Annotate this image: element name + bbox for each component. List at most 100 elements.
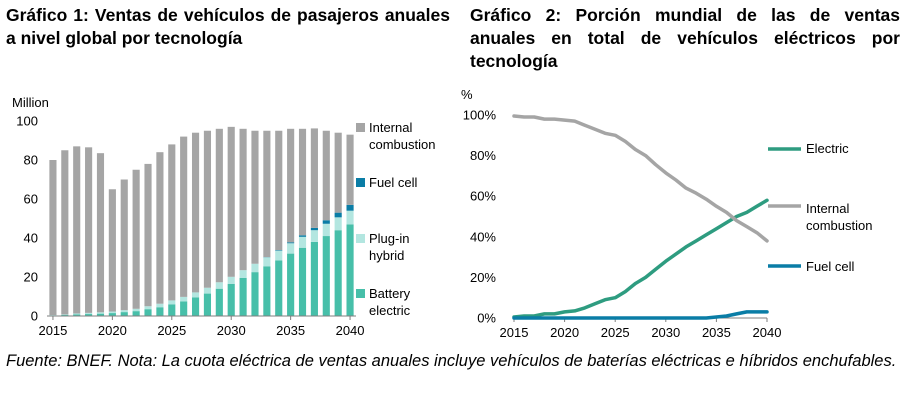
- bar-plug-in-hybrid-2025: [168, 300, 176, 305]
- bar-internal-combustion-2039: [334, 132, 342, 213]
- chart1-ytick-label: 60: [24, 192, 38, 207]
- legend-label-plugin-hybrid-line1: Plug-in: [369, 231, 409, 246]
- legend-label-electric: Electric: [806, 141, 849, 156]
- legend-label-battery-electric: Battery electric: [369, 286, 414, 318]
- bar-battery-electric-2023: [144, 309, 152, 316]
- bar-plug-in-hybrid-2038: [322, 223, 330, 237]
- bar-plug-in-hybrid-2035: [287, 243, 295, 254]
- bar-internal-combustion-2028: [203, 130, 212, 288]
- bar-fuel-cell-2037: [310, 227, 318, 231]
- chart2-ytick-label: 80%: [470, 148, 496, 163]
- bar-plug-in-hybrid-2021: [120, 310, 128, 313]
- bar-battery-electric-2026: [180, 301, 188, 316]
- bar-internal-combustion-2020: [108, 189, 116, 312]
- bar-plug-in-hybrid-2032: [251, 263, 259, 273]
- bar-plug-in-hybrid-2028: [203, 287, 212, 294]
- bar-internal-combustion-2029: [215, 128, 223, 283]
- bar-internal-combustion-2016: [61, 150, 69, 315]
- chart1-xtick-label: 2015: [38, 323, 67, 338]
- bar-internal-combustion-2037: [310, 128, 318, 228]
- bar-plug-in-hybrid-2031: [239, 270, 247, 278]
- bar-battery-electric-2019: [96, 313, 105, 316]
- bar-internal-combustion-2040: [346, 134, 354, 205]
- bar-plug-in-hybrid-2020: [108, 311, 116, 314]
- legend-swatch-internal-combustion: [356, 123, 365, 132]
- legend-label-internal-combustion-line2: combustion: [369, 137, 435, 152]
- bar-fuel-cell-2035: [287, 242, 295, 244]
- chart2-xtick-label: 2040: [753, 325, 782, 340]
- legend-swatch-plugin-hybrid: [356, 234, 365, 243]
- bar-battery-electric-2037: [310, 241, 318, 316]
- bar-plug-in-hybrid-2027: [191, 292, 200, 298]
- chart2-xtick-label: 2020: [550, 325, 579, 340]
- bar-battery-electric-2025: [168, 304, 176, 316]
- bar-internal-combustion-2023: [144, 163, 152, 307]
- bar-fuel-cell-2039: [334, 212, 342, 218]
- legend-label-plugin-hybrid: Plug-in hybrid: [369, 231, 413, 263]
- legend-label-ice-line1: Internal: [806, 201, 849, 216]
- bar-plug-in-hybrid-2030: [227, 276, 235, 284]
- bar-battery-electric-2038: [322, 236, 330, 316]
- bar-battery-electric-2036: [298, 247, 307, 316]
- legend-label-battery-electric-line1: Battery: [369, 286, 411, 301]
- chart2-xtick-label: 2025: [601, 325, 630, 340]
- legend-label-internal-combustion: Internal combustion: [369, 120, 435, 152]
- legend-swatch-fuel-cell: [356, 178, 365, 187]
- bar-battery-electric-2032: [251, 272, 259, 316]
- bar-battery-electric-2027: [191, 297, 200, 316]
- bar-plug-in-hybrid-2024: [156, 303, 164, 308]
- chart2-ylabel: %: [461, 87, 473, 102]
- bar-battery-electric-2035: [287, 253, 295, 316]
- chart2-xtick-label: 2015: [500, 325, 529, 340]
- bar-plug-in-hybrid-2033: [263, 257, 271, 267]
- bar-internal-combustion-2031: [239, 128, 247, 271]
- legend-label-internal-combustion-line1: Internal: [369, 120, 412, 135]
- bar-plug-in-hybrid-2034: [275, 250, 283, 261]
- bar-plug-in-hybrid-2029: [215, 282, 223, 289]
- bar-plug-in-hybrid-2040: [346, 210, 354, 225]
- bar-plug-in-hybrid-2017: [73, 313, 81, 315]
- chart2-ytick-label: 0%: [477, 311, 496, 326]
- bar-plug-in-hybrid-2037: [310, 230, 318, 242]
- chart1-ytick-label: 100: [16, 114, 38, 129]
- chart2-ytick-label: 20%: [470, 270, 496, 285]
- chart1-ytick-label: 80: [24, 153, 38, 168]
- legend-label-ice-line2: combustion: [806, 218, 872, 233]
- bar-internal-combustion-2033: [263, 130, 271, 258]
- legend-label-ice-line: Internal combustion: [806, 201, 872, 233]
- legend-label-battery-electric-line2: electric: [369, 303, 411, 318]
- bar-plug-in-hybrid-2036: [298, 236, 307, 248]
- bar-internal-combustion-2017: [73, 146, 81, 314]
- bar-battery-electric-2020: [108, 313, 116, 316]
- bar-plug-in-hybrid-2023: [144, 306, 152, 310]
- bar-battery-electric-2029: [215, 288, 223, 316]
- bar-battery-electric-2030: [227, 283, 235, 316]
- chart1-xtick-label: 2025: [157, 323, 186, 338]
- chart2-xtick-label: 2030: [651, 325, 680, 340]
- chart1-xtick-label: 2040: [336, 323, 365, 338]
- bar-battery-electric-2034: [275, 260, 283, 316]
- bar-internal-combustion-2038: [322, 130, 330, 221]
- bar-internal-combustion-2021: [120, 179, 128, 311]
- bar-fuel-cell-2038: [322, 220, 330, 224]
- chart1-xtick-label: 2020: [98, 323, 127, 338]
- bar-internal-combustion-2026: [180, 136, 188, 297]
- bar-internal-combustion-2030: [227, 126, 235, 277]
- line-internal-combustion: [512, 114, 769, 243]
- bar-battery-electric-2024: [156, 307, 164, 316]
- bar-battery-electric-2017: [73, 314, 81, 316]
- bar-internal-combustion-2019: [96, 153, 105, 313]
- legend-label-fuel-cell-line: Fuel cell: [806, 259, 855, 274]
- bar-plug-in-hybrid-2019: [96, 312, 105, 314]
- line-fuel-cell: [512, 310, 769, 320]
- bar-plug-in-hybrid-2016: [61, 314, 69, 316]
- bar-internal-combustion-2018: [85, 147, 93, 313]
- chart1-title: Gráfico 1: Ventas de vehículos de pasaje…: [6, 5, 450, 48]
- source-caption: Fuente: BNEF. Nota: La cuota eléctrica d…: [6, 352, 897, 370]
- bar-battery-electric-2040: [346, 224, 354, 316]
- bar-battery-electric-2031: [239, 277, 247, 316]
- bar-battery-electric-2033: [263, 266, 271, 316]
- bar-plug-in-hybrid-2039: [334, 217, 342, 231]
- chart1-xtick-label: 2030: [217, 323, 246, 338]
